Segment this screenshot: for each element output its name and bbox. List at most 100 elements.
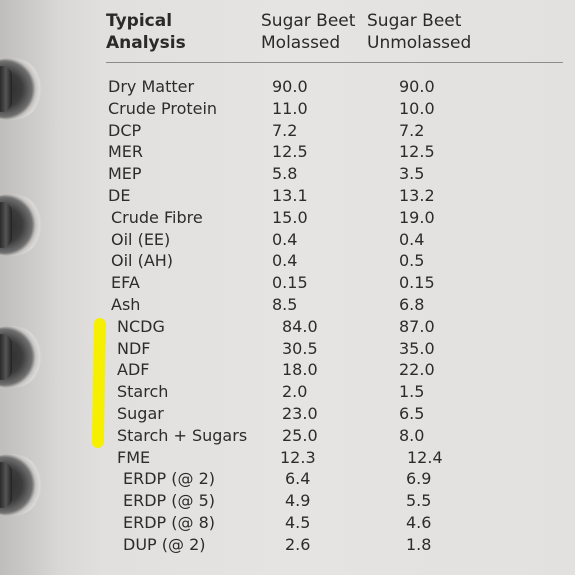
header-col2-line1: Sugar Beet bbox=[261, 11, 356, 31]
unmolassed-value: 4.6 bbox=[406, 512, 432, 532]
row-label: EFA bbox=[111, 273, 140, 293]
unmolassed-value: 35.0 bbox=[399, 338, 435, 358]
row-label: Dry Matter bbox=[108, 77, 195, 96]
table-row: Crude Fibre 15.0 19.0 bbox=[0, 207, 575, 229]
unmolassed-value: 19.0 bbox=[399, 207, 435, 227]
molassed-value: 4.5 bbox=[285, 512, 311, 532]
unmolassed-value: 6.5 bbox=[399, 403, 425, 423]
unmolassed-value: 13.2 bbox=[399, 185, 435, 205]
row-label: Crude Fibre bbox=[111, 207, 203, 227]
unmolassed-value: 22.0 bbox=[399, 360, 435, 380]
molassed-value: 13.1 bbox=[272, 185, 308, 205]
molassed-value: 4.9 bbox=[285, 491, 311, 511]
row-label: FME bbox=[117, 447, 151, 467]
row-label: Oil (EE) bbox=[111, 229, 171, 249]
unmolassed-value: 0.4 bbox=[399, 229, 425, 249]
table-row: DCP 7.2 7.2 bbox=[0, 120, 575, 142]
header-col1-line2: Analysis bbox=[106, 33, 186, 53]
row-label: Crude Protein bbox=[108, 98, 218, 118]
table-row: FME 12.3 12.4 bbox=[0, 447, 575, 469]
table-row: Ash 8.5 6.8 bbox=[0, 294, 575, 316]
molassed-value: 25.0 bbox=[282, 425, 318, 445]
table-row: NDF 30.5 35.0 bbox=[0, 338, 575, 360]
molassed-value: 15.0 bbox=[272, 207, 308, 227]
table-row: Oil (EE) 0.4 0.4 bbox=[0, 229, 575, 251]
unmolassed-value: 1.8 bbox=[406, 534, 432, 554]
header-col3-line1: Sugar Beet bbox=[367, 11, 462, 31]
table-row: Starch 2.0 1.5 bbox=[0, 381, 575, 403]
table-row: ADF 18.0 22.0 bbox=[0, 359, 575, 381]
binder-ring-icon bbox=[0, 66, 12, 112]
table-row: NCDG 84.0 87.0 bbox=[0, 316, 575, 338]
binder-ring-icon bbox=[0, 462, 12, 508]
molassed-value: 12.5 bbox=[272, 142, 308, 162]
row-label: Oil (AH) bbox=[111, 251, 174, 271]
header-molassed: Sugar Beet Molassed bbox=[261, 10, 355, 54]
binder-ring-icon bbox=[0, 334, 12, 380]
molassed-value: 30.5 bbox=[282, 338, 318, 358]
row-label: ERDP (@ 5) bbox=[123, 491, 216, 511]
table-row: ERDP (@ 5) 4.9 5.5 bbox=[0, 490, 575, 512]
row-label: MER bbox=[108, 142, 144, 162]
table-row: Dry Matter 90.0 90.0 bbox=[0, 76, 575, 98]
unmolassed-value: 5.5 bbox=[406, 491, 432, 511]
analysis-table: Dry Matter 90.0 90.0 Crude Protein 11.0 10.0 D… bbox=[0, 76, 575, 556]
molassed-value: 0.4 bbox=[272, 229, 298, 249]
table-row: Oil (AH) 0.4 0.5 bbox=[0, 250, 575, 272]
row-label: Starch bbox=[117, 382, 169, 402]
molassed-value: 12.3 bbox=[280, 447, 316, 467]
row-label: Sugar bbox=[117, 403, 164, 423]
unmolassed-value: 0.15 bbox=[399, 273, 435, 293]
unmolassed-value: 12.5 bbox=[399, 142, 435, 162]
row-label: ERDP (@ 2) bbox=[123, 469, 216, 489]
header-col3-line2: Unmolassed bbox=[367, 33, 472, 53]
row-label: DE bbox=[108, 185, 131, 205]
table-row: DE 13.1 13.2 bbox=[0, 185, 575, 207]
molassed-value: 2.0 bbox=[282, 382, 308, 402]
row-label: DCP bbox=[108, 120, 142, 140]
molassed-value: 90.0 bbox=[272, 77, 308, 96]
table-row: ERDP (@ 2) 6.4 6.9 bbox=[0, 468, 575, 490]
molassed-value: 8.5 bbox=[272, 294, 298, 314]
table-row: Crude Protein 11.0 10.0 bbox=[0, 98, 575, 120]
molassed-value: 6.4 bbox=[285, 469, 311, 489]
row-label: ERDP (@ 8) bbox=[123, 512, 216, 532]
molassed-value: 5.8 bbox=[272, 164, 298, 184]
unmolassed-value: 3.5 bbox=[399, 164, 425, 184]
table-row: MEP 5.8 3.5 bbox=[0, 163, 575, 185]
unmolassed-value: 0.5 bbox=[399, 251, 425, 271]
table-row: Sugar 23.0 6.5 bbox=[0, 403, 575, 425]
molassed-value: 2.6 bbox=[285, 534, 311, 554]
header-unmolassed: Sugar Beet Unmolassed bbox=[367, 10, 471, 54]
table-row: ERDP (@ 8) 4.5 4.6 bbox=[0, 512, 575, 534]
unmolassed-value: 6.8 bbox=[399, 294, 425, 314]
molassed-value: 11.0 bbox=[272, 98, 308, 118]
table-row: EFA 0.15 0.15 bbox=[0, 272, 575, 294]
molassed-value: 0.4 bbox=[272, 251, 298, 271]
row-label: DUP (@ 2) bbox=[123, 534, 206, 554]
header-col2-line2: Molassed bbox=[261, 33, 341, 53]
molassed-value: 84.0 bbox=[282, 316, 318, 336]
table-row: MER 12.5 12.5 bbox=[0, 141, 575, 163]
unmolassed-value: 6.9 bbox=[406, 469, 432, 489]
unmolassed-value: 90.0 bbox=[399, 77, 435, 96]
unmolassed-value: 10.0 bbox=[399, 98, 435, 118]
table-header: Typical Analysis Sugar Beet Molassed Sug… bbox=[106, 10, 555, 62]
row-label: MEP bbox=[108, 164, 142, 184]
unmolassed-value: 1.5 bbox=[399, 382, 425, 402]
header-typical-analysis: Typical Analysis bbox=[106, 10, 186, 54]
row-label: Starch + Sugars bbox=[117, 425, 248, 445]
row-label: Ash bbox=[111, 294, 141, 314]
unmolassed-value: 7.2 bbox=[399, 120, 425, 140]
table-row: Starch + Sugars 25.0 8.0 bbox=[0, 425, 575, 447]
binder-ring-icon bbox=[0, 202, 12, 248]
header-divider bbox=[106, 62, 563, 63]
row-label: NDF bbox=[117, 338, 151, 358]
unmolassed-value: 12.4 bbox=[407, 447, 443, 467]
table-row: DUP (@ 2) 2.6 1.8 bbox=[0, 534, 575, 556]
molassed-value: 0.15 bbox=[272, 273, 308, 293]
row-label: NCDG bbox=[117, 316, 165, 336]
molassed-value: 7.2 bbox=[272, 120, 298, 140]
unmolassed-value: 8.0 bbox=[399, 425, 425, 445]
